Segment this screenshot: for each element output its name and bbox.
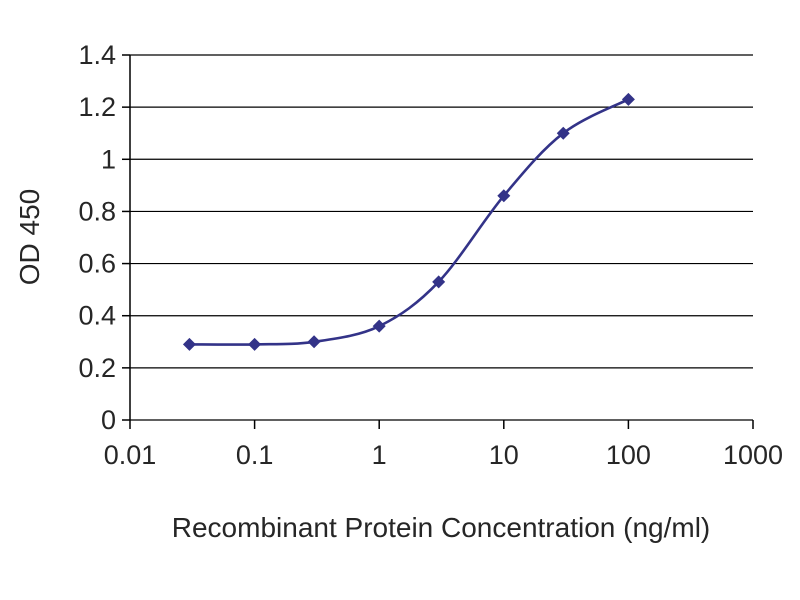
y-tick-label: 0	[101, 405, 116, 435]
x-tick-label: 100	[606, 440, 651, 470]
x-tick-label: 0.01	[104, 440, 157, 470]
x-tick-label: 1	[372, 440, 387, 470]
data-point-marker	[432, 275, 446, 289]
y-tick-label: 1.4	[78, 40, 116, 70]
y-tick-label: 0.4	[78, 301, 116, 331]
data-point-marker	[621, 92, 635, 106]
x-tick-label: 0.1	[236, 440, 274, 470]
data-point-marker	[556, 126, 570, 140]
y-tick-label: 1	[101, 144, 116, 174]
y-tick-label: 0.2	[78, 353, 116, 383]
x-axis-title: Recombinant Protein Concentration (ng/ml…	[171, 512, 711, 543]
x-tick-label: 10	[489, 440, 519, 470]
data-point-marker	[307, 335, 321, 349]
data-point-marker	[248, 337, 262, 351]
data-point-marker	[182, 337, 196, 351]
data-point-marker	[372, 319, 386, 333]
y-axis-title: OD 450	[14, 188, 45, 286]
y-tick-label: 0.8	[78, 196, 116, 226]
y-tick-label: 1.2	[78, 92, 116, 122]
data-point-marker	[497, 189, 511, 203]
x-tick-label: 1000	[723, 440, 783, 470]
series-line	[189, 98, 629, 346]
y-tick-label: 0.6	[78, 249, 116, 279]
